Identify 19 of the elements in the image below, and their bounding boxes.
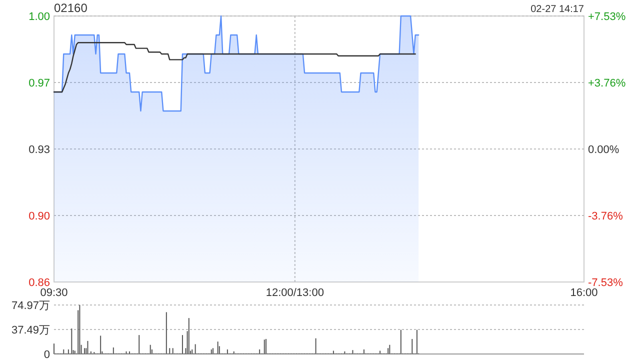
y-tick-label: 1.00 xyxy=(28,11,50,23)
y-tick-label: 0.86 xyxy=(28,277,50,289)
y-tick-label: 37.49万 xyxy=(11,324,50,336)
text: 02-27 14:17 xyxy=(530,4,584,15)
y-tick-label: 74.97万 xyxy=(11,300,50,312)
y2-tick-label: -7.53% xyxy=(588,277,624,289)
y-tick-label: 0.97 xyxy=(28,78,50,90)
y2-tick-label: +3.76% xyxy=(588,78,626,90)
y2-tick-label: +7.53% xyxy=(588,11,626,23)
y-tick-label: 0.90 xyxy=(28,210,50,222)
y-tick-label: 0.93 xyxy=(28,144,50,156)
line-series xyxy=(53,42,416,93)
x-tick-label: 09:30 xyxy=(40,287,68,299)
chart-title: 02160 xyxy=(54,1,88,15)
y-tick-label: 0 xyxy=(44,349,50,360)
y2-tick-label: 0.00% xyxy=(588,144,620,156)
x-tick-label: 16:00 xyxy=(570,287,598,299)
y2-tick-label: -3.76% xyxy=(588,210,624,222)
x-tick-label: 12:00/13:00 xyxy=(266,287,324,299)
